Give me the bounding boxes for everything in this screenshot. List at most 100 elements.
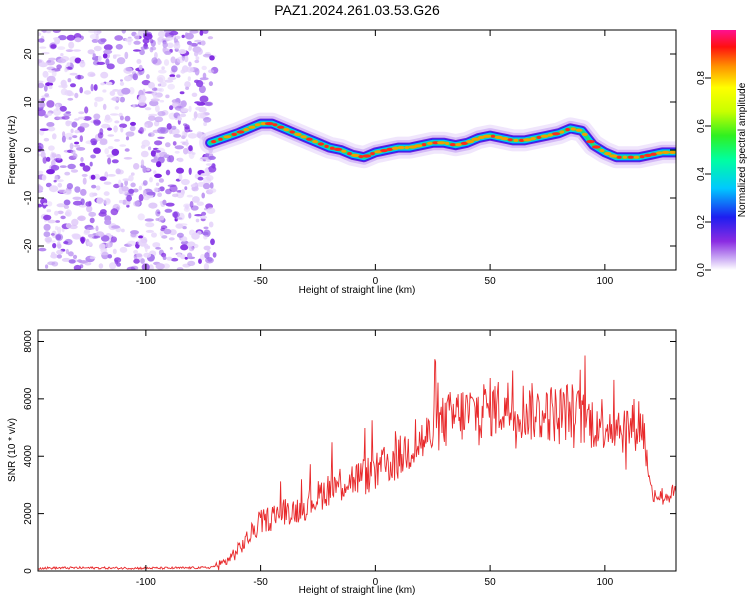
noise-blob	[194, 101, 202, 104]
noise-blob	[168, 237, 175, 241]
noise-blob	[84, 262, 92, 266]
noise-blob	[201, 65, 207, 71]
noise-blob	[130, 230, 139, 235]
noise-blob	[98, 263, 104, 269]
noise-blob	[180, 240, 189, 245]
noise-blob	[50, 253, 59, 259]
noise-blob	[169, 105, 174, 111]
noise-blob	[138, 185, 143, 191]
noise-blob	[69, 72, 78, 76]
noise-blob	[106, 63, 115, 70]
noise-blob	[74, 141, 80, 145]
noise-blob	[177, 115, 181, 121]
noise-blob	[165, 169, 171, 176]
noise-blob	[123, 157, 133, 160]
noise-blob	[73, 264, 82, 270]
noise-blob	[172, 141, 177, 146]
noise-blob	[43, 223, 51, 231]
snr-x-ticks: -100 -50 0 50 100	[136, 330, 614, 588]
noise-blob	[208, 69, 215, 74]
noise-blob	[42, 30, 47, 34]
ridge-peak	[289, 130, 296, 134]
spectrogram-y-ticks: -20 -10 0 10 20	[23, 48, 676, 253]
noise-blob	[198, 258, 202, 264]
noise-blob	[45, 82, 54, 87]
noise-blob	[110, 236, 117, 243]
noise-blob	[200, 112, 206, 119]
ridge-peak	[570, 127, 576, 131]
noise-blob	[102, 89, 107, 93]
noise-blob	[157, 111, 166, 117]
ridge-peak	[599, 149, 605, 153]
noise-blob	[86, 205, 93, 213]
noise-blob	[93, 173, 100, 180]
noise-blob	[148, 132, 155, 138]
noise-blob	[89, 256, 96, 260]
ridge-peak	[656, 151, 663, 155]
noise-blob	[56, 64, 62, 70]
noise-blob	[52, 133, 57, 140]
noise-blob	[89, 192, 95, 198]
noise-blob	[97, 132, 104, 139]
noise-blob	[46, 75, 56, 83]
noise-blob	[151, 57, 158, 64]
noise-blob	[96, 185, 101, 191]
noise-blob	[160, 225, 168, 230]
noise-blob	[90, 154, 96, 159]
noise-blob	[92, 53, 96, 58]
noise-blob	[158, 87, 164, 93]
noise-blob	[183, 123, 188, 126]
noise-blob	[176, 74, 181, 78]
noise-blob	[188, 246, 195, 252]
noise-blob	[172, 211, 180, 218]
noise-blob	[116, 262, 121, 267]
noise-blob	[170, 56, 176, 64]
noise-blob	[121, 30, 127, 34]
noise-blob	[185, 86, 190, 91]
noise-blob	[50, 44, 57, 49]
noise-blob	[68, 251, 74, 257]
noise-blob	[107, 134, 115, 137]
noise-blob	[50, 164, 60, 171]
noise-blob	[40, 151, 46, 158]
noise-blob	[188, 212, 192, 219]
noise-blob	[68, 41, 75, 49]
noise-blob	[70, 169, 79, 173]
noise-blob	[202, 53, 212, 58]
noise-blob	[113, 54, 121, 57]
noise-blob	[158, 77, 163, 83]
spectrogram-x-label: Height of straight line (km)	[299, 285, 416, 296]
noise-blob	[168, 30, 179, 36]
noise-blob	[157, 136, 165, 139]
ridge-peak	[559, 130, 565, 134]
noise-blob	[38, 32, 42, 37]
noise-blob	[132, 104, 136, 109]
noise-blob	[88, 30, 98, 34]
noise-blob	[61, 83, 68, 89]
noise-blob	[174, 145, 184, 150]
snr-y-label: SNR (10 * v/v)	[7, 418, 18, 482]
noise-blob	[42, 156, 47, 164]
ridge-peak	[490, 134, 496, 138]
noise-blob	[159, 81, 167, 88]
noise-blob	[183, 147, 189, 155]
noise-blob	[47, 69, 56, 73]
noise-blob	[203, 121, 208, 127]
noise-blob	[56, 254, 63, 259]
ridge-peak	[523, 138, 532, 142]
noise-blob	[46, 169, 55, 175]
noise-blob	[154, 173, 162, 178]
noise-blob	[63, 112, 72, 117]
noise-blob	[114, 120, 120, 124]
noise-blob	[164, 79, 174, 83]
noise-blob	[209, 188, 217, 193]
colorbar-gradient	[711, 30, 736, 270]
noise-blob	[146, 74, 150, 80]
noise-blob	[155, 247, 162, 250]
snr-x-label: Height of straight line (km)	[299, 585, 416, 596]
noise-blob	[72, 200, 83, 206]
ridge-peak	[260, 122, 267, 126]
noise-blob	[162, 256, 167, 260]
noise-blob	[157, 30, 166, 38]
